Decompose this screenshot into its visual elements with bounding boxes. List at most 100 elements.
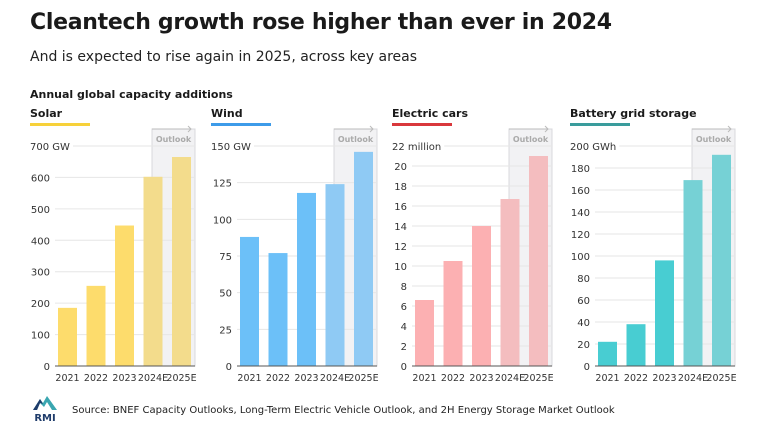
y-tick-label: 60 [577,296,590,307]
y-tick-label: 300 [31,268,50,279]
bar-2021 [598,341,617,366]
bar-2023 [655,260,674,366]
y-tick-label: 22 million [392,142,441,153]
x-tick-label: 2025E [166,373,196,384]
y-tick-label: 100 [31,331,50,342]
outlook-label: Outlook [156,135,192,144]
outlook-arrow-icon [152,125,192,133]
label-bg [210,142,255,153]
bar-2021 [58,307,77,366]
x-tick-label: 2021 [595,373,619,384]
bar-2022 [443,261,463,366]
x-tick-label: 2023 [294,373,318,384]
outlook-arrow-icon [334,125,374,133]
bar-2022 [268,253,288,366]
y-tick-label: 80 [577,274,590,285]
y-tick-label: 200 [31,299,50,310]
page-title: Cleantech growth rose higher than ever i… [30,10,612,35]
x-tick-label: 2025E [523,373,553,384]
outlook-arrow-icon [692,125,732,133]
y-tick-label: 125 [213,179,232,190]
y-tick-label: 600 [31,173,50,184]
y-tick-label: 100 [213,215,232,226]
y-tick-label: 140 [571,208,590,219]
y-tick-label: 20 [577,340,590,351]
bar-2024E [325,184,345,366]
outlook-label: Outlook [338,135,374,144]
label-bg [29,142,74,153]
y-tick-label: 120 [571,230,590,241]
battery-underline [570,123,630,126]
battery-title: Battery grid storage [570,107,697,120]
svg-text:RMI: RMI [34,413,55,423]
page-subtitle: And is expected to rise again in 2025, a… [30,49,418,65]
bar-2023 [472,226,491,366]
x-tick-label: 2024E [678,373,708,384]
y-tick-label: 40 [577,318,590,329]
x-tick-label: 2022 [441,373,465,384]
y-tick-label: 100 [571,252,590,263]
x-tick-label: 2021 [237,373,261,384]
y-tick-label: 50 [219,289,232,300]
bar-2025E [529,156,548,366]
bar-2022 [86,285,106,366]
y-tick-label: 180 [571,164,590,175]
y-tick-label: 10 [394,262,407,273]
y-tick-label: 4 [401,322,407,333]
y-tick-label: 75 [219,252,232,263]
x-tick-label: 2021 [412,373,436,384]
x-tick-label: 2022 [624,373,648,384]
wind-title: Wind [211,107,243,120]
bar-2024E [500,199,520,366]
x-tick-label: 2021 [55,373,79,384]
x-tick-label: 2024E [138,373,168,384]
y-tick-label: 25 [219,325,232,336]
y-tick-label: 20 [394,162,407,173]
source-note: Source: BNEF Capacity Outlooks, Long-Ter… [72,405,615,416]
bar-2024E [143,176,163,366]
label-bg [569,142,620,153]
x-tick-label: 2023 [112,373,136,384]
y-tick-label: 500 [31,205,50,216]
y-tick-label: 18 [394,182,407,193]
x-tick-label: 2023 [469,373,493,384]
y-tick-label: 0 [584,362,590,373]
outlook-label: Outlook [513,135,549,144]
outlook-label: Outlook [696,135,732,144]
rmi-logo: RMI [33,396,57,423]
bar-2025E [172,157,191,366]
x-tick-label: 2024E [320,373,350,384]
electric-cars-title: Electric cars [392,107,468,120]
y-tick-label: 8 [401,282,407,293]
y-tick-label: 0 [401,362,407,373]
electric-cars-underline [392,123,452,126]
solar-underline [30,123,90,126]
x-tick-label: 2025E [706,373,736,384]
y-tick-label: 6 [401,302,407,313]
chart-electric-cars: Outlook 0 2 4 6 8 10 12 14 16 18 20 22 million 2021 20… [391,125,554,384]
y-tick-label: 700 GW [30,142,70,153]
y-tick-label: 0 [226,362,232,373]
bar-2021 [240,236,259,366]
chart-battery-grid-storage: Outlook 0 20 40 60 80 100 120 140 160 180 200 GWh 20… [569,125,737,384]
y-tick-label: 400 [31,236,50,247]
y-tick-label: 2 [401,342,407,353]
y-tick-label: 14 [394,222,407,233]
bar-2021 [415,300,434,366]
bar-2024E [683,180,703,366]
y-tick-label: 160 [571,186,590,197]
y-tick-label: 200 GWh [570,142,616,153]
label-bg [391,142,445,153]
section-label: Annual global capacity additions [30,88,233,101]
solar-title: Solar [30,107,63,120]
x-tick-label: 2022 [266,373,290,384]
chart-solar: Outlook 0 100 200 300 400 500 600 700 GW 2021 2022… [29,125,197,384]
bar-2025E [712,154,731,366]
outlook-arrow-icon [509,125,549,133]
bar-2025E [354,151,373,366]
x-tick-label: 2023 [652,373,676,384]
bar-2023 [297,192,316,366]
y-tick-label: 16 [394,202,407,213]
